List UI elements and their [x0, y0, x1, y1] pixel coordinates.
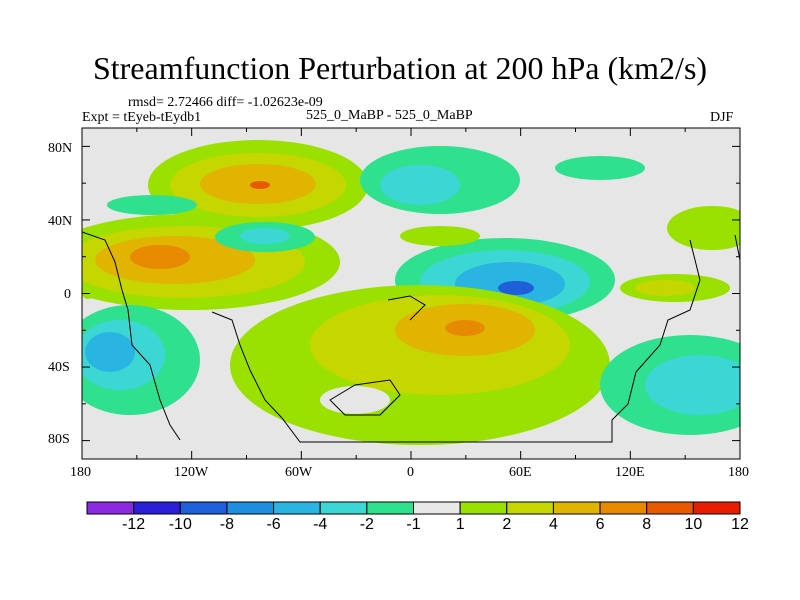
- experiment-text: Expt = tEyeb-tEydb1: [82, 110, 202, 125]
- colorbar-swatch: [506, 501, 554, 515]
- contour-low-60n-inner: [380, 165, 460, 205]
- contour-low-60e-core: [498, 281, 534, 295]
- colorbar-label: -10: [168, 516, 192, 533]
- colorbar-label: 6: [595, 516, 605, 533]
- contour-small-low-inner: [240, 228, 290, 244]
- x-tick-0: 0: [407, 465, 414, 480]
- colorbar-swatch: [86, 501, 135, 515]
- x-tick-180w: 180: [70, 465, 91, 480]
- colorbar: [86, 501, 741, 515]
- y-tick-40n: 40N: [48, 214, 73, 229]
- season-label: DJF: [710, 110, 734, 125]
- coastline-mid: [387, 295, 426, 321]
- colorbar-label: 8: [642, 516, 652, 533]
- coastline-south: [211, 239, 701, 443]
- x-tick-120e: 120E: [615, 465, 645, 480]
- tick-marks: [81, 128, 741, 459]
- x-tick-120w: 120W: [174, 465, 209, 480]
- coastline-west: [82, 231, 181, 441]
- coastline-east: [734, 234, 740, 310]
- colorbar-label: -2: [359, 516, 374, 533]
- coastline-island: [329, 379, 401, 416]
- colorbar-swatch: [366, 501, 415, 515]
- colorbar-swatch: [273, 501, 321, 515]
- y-tick-0: 0: [64, 287, 71, 302]
- contour-nw-patch: [107, 195, 197, 215]
- contour-ne-high: [667, 206, 740, 250]
- contour-trop-high-core: [130, 245, 190, 269]
- x-tick-180e: 180: [728, 465, 749, 480]
- colorbar-swatch: [459, 501, 508, 515]
- contour-sh-low-west-inner: [85, 332, 135, 372]
- contour-sh-high-core: [445, 320, 485, 336]
- y-tick-80n: 80N: [48, 141, 73, 156]
- colorbar-swatch: [226, 501, 275, 515]
- colorbar-label: 12: [731, 516, 749, 533]
- colorbar-label: 10: [684, 516, 703, 533]
- stats-text: rmsd= 2.72466 diff= -1.02623e-09: [128, 95, 323, 110]
- colorbar-label: -8: [219, 516, 235, 533]
- y-tick-80s: 80S: [48, 432, 70, 447]
- colorbar-swatch: [646, 501, 694, 515]
- colorbar-swatch: [179, 501, 228, 515]
- colorbar-label: -4: [313, 516, 328, 533]
- colorbar-swatch: [552, 501, 601, 515]
- colorbar-label: -6: [266, 516, 281, 533]
- contour-sh-low-east-mid: [645, 355, 740, 415]
- comparison-text: 525_0_MaBP - 525_0_MaBP: [306, 108, 473, 123]
- contour-layer: [82, 140, 740, 445]
- colorbar-swatch: [319, 501, 368, 515]
- colorbar-label: 1: [455, 516, 465, 533]
- colorbar-swatch: [133, 501, 181, 515]
- colorbar-swatch: [692, 501, 741, 515]
- y-tick-40s: 40S: [48, 360, 70, 375]
- contour-nh-high-core: [250, 181, 270, 189]
- chart-title: Streamfunction Perturbation at 200 hPa (…: [92, 50, 708, 86]
- colorbar-swatch: [413, 501, 461, 515]
- x-tick-60w: 60W: [285, 465, 313, 480]
- contour-mid-patch: [400, 226, 480, 246]
- x-tick-60e: 60E: [509, 465, 532, 480]
- colorbar-label: 4: [548, 516, 558, 533]
- colorbar-label: -1: [406, 516, 421, 533]
- colorbar-label: -12: [122, 516, 146, 533]
- coastlines: [82, 231, 740, 443]
- colorbar-label: 2: [502, 516, 512, 533]
- colorbar-swatch: [599, 501, 648, 515]
- contour-ne-patch: [555, 156, 645, 180]
- contour-ne-high-2-inner: [635, 280, 695, 296]
